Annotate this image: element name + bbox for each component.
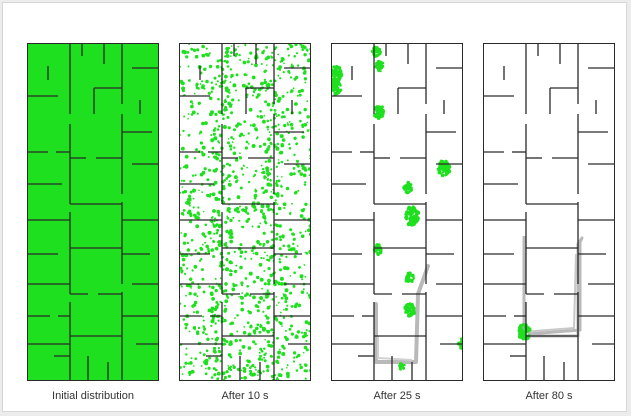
particles <box>517 323 532 341</box>
panel-caption: After 25 s <box>373 390 421 402</box>
floor-plan-svg <box>180 44 310 380</box>
panel-caption: Initial distribution <box>52 390 134 402</box>
walls <box>180 44 310 380</box>
panel-caption: After 10 s <box>221 390 269 402</box>
particles <box>332 45 462 371</box>
walls <box>28 44 158 380</box>
walls <box>484 44 614 380</box>
particles <box>180 44 310 380</box>
panel-after-80s: After 80 s <box>483 43 615 402</box>
floor-map <box>331 43 463 381</box>
walls <box>332 44 462 380</box>
floor-map <box>27 43 159 381</box>
floor-plan-svg <box>28 44 158 380</box>
panel-initial-distribution: Initial distribution <box>27 43 159 402</box>
panel-after-25s: After 25 s <box>331 43 463 402</box>
panel-caption: After 80 s <box>525 390 573 402</box>
panel-after-10s: After 10 s <box>179 43 311 402</box>
trajectory-path <box>521 253 577 333</box>
trajectory-path <box>374 264 430 364</box>
floor-map <box>179 43 311 381</box>
floor-plan-svg <box>332 44 462 380</box>
floor-plan-svg <box>484 44 614 380</box>
floor-map <box>483 43 615 381</box>
trajectory-path <box>377 336 413 361</box>
particle-fill <box>28 44 158 380</box>
figure-card: Initial distribution After 10 s After 25… <box>2 2 627 412</box>
